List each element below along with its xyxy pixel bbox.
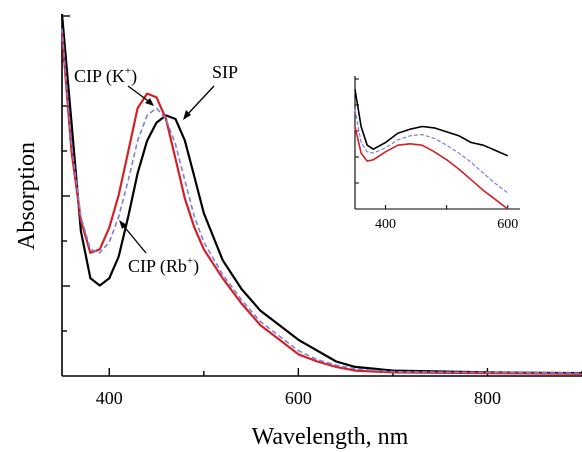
annotation-sip: SIP	[183, 62, 238, 120]
inset-series-group	[354, 89, 509, 210]
main-axes: 400 600 800	[61, 14, 582, 408]
annotation-cip-rb-arrowhead	[119, 220, 127, 229]
series-line-cip-rb	[61, 28, 582, 374]
annotation-cip-rb-arrow	[121, 223, 147, 254]
annotation-cip-k-arrow	[127, 85, 152, 104]
inset-x-tick-label: 400	[375, 217, 396, 232]
annotation-sip-arrow	[185, 85, 215, 117]
x-tick-label: 800	[474, 388, 501, 408]
inset-chart: 400 600	[354, 76, 520, 232]
series-line-cip-k	[60, 32, 582, 375]
x-axis-label: Wavelength, nm	[252, 424, 409, 450]
annotation-sip-label: SIP	[212, 62, 238, 82]
x-tick-label: 400	[96, 388, 123, 408]
inset-x-tick-label: 600	[497, 217, 518, 232]
annotation-cip-rb: CIP (Rb+)	[119, 220, 199, 277]
inset-series-line-cip-k	[354, 126, 509, 210]
inset-x-ticks: 400 600	[375, 205, 518, 232]
inset-series-line-sip	[354, 89, 509, 157]
annotation-cip-k: CIP (K+)	[74, 65, 154, 106]
annotation-sip-arrowhead	[183, 110, 191, 120]
annotation-cip-k-label: CIP (K+)	[74, 65, 137, 87]
y-axis-label: Absorption	[14, 142, 40, 250]
series-line-sip	[60, 13, 582, 375]
annotation-cip-k-arrowhead	[145, 98, 154, 106]
annotation-cip-rb-label: CIP (Rb+)	[128, 255, 199, 277]
x-tick-label: 600	[285, 388, 312, 408]
inset-series-line-cip-rb	[354, 109, 509, 194]
main-series-group	[60, 13, 582, 375]
